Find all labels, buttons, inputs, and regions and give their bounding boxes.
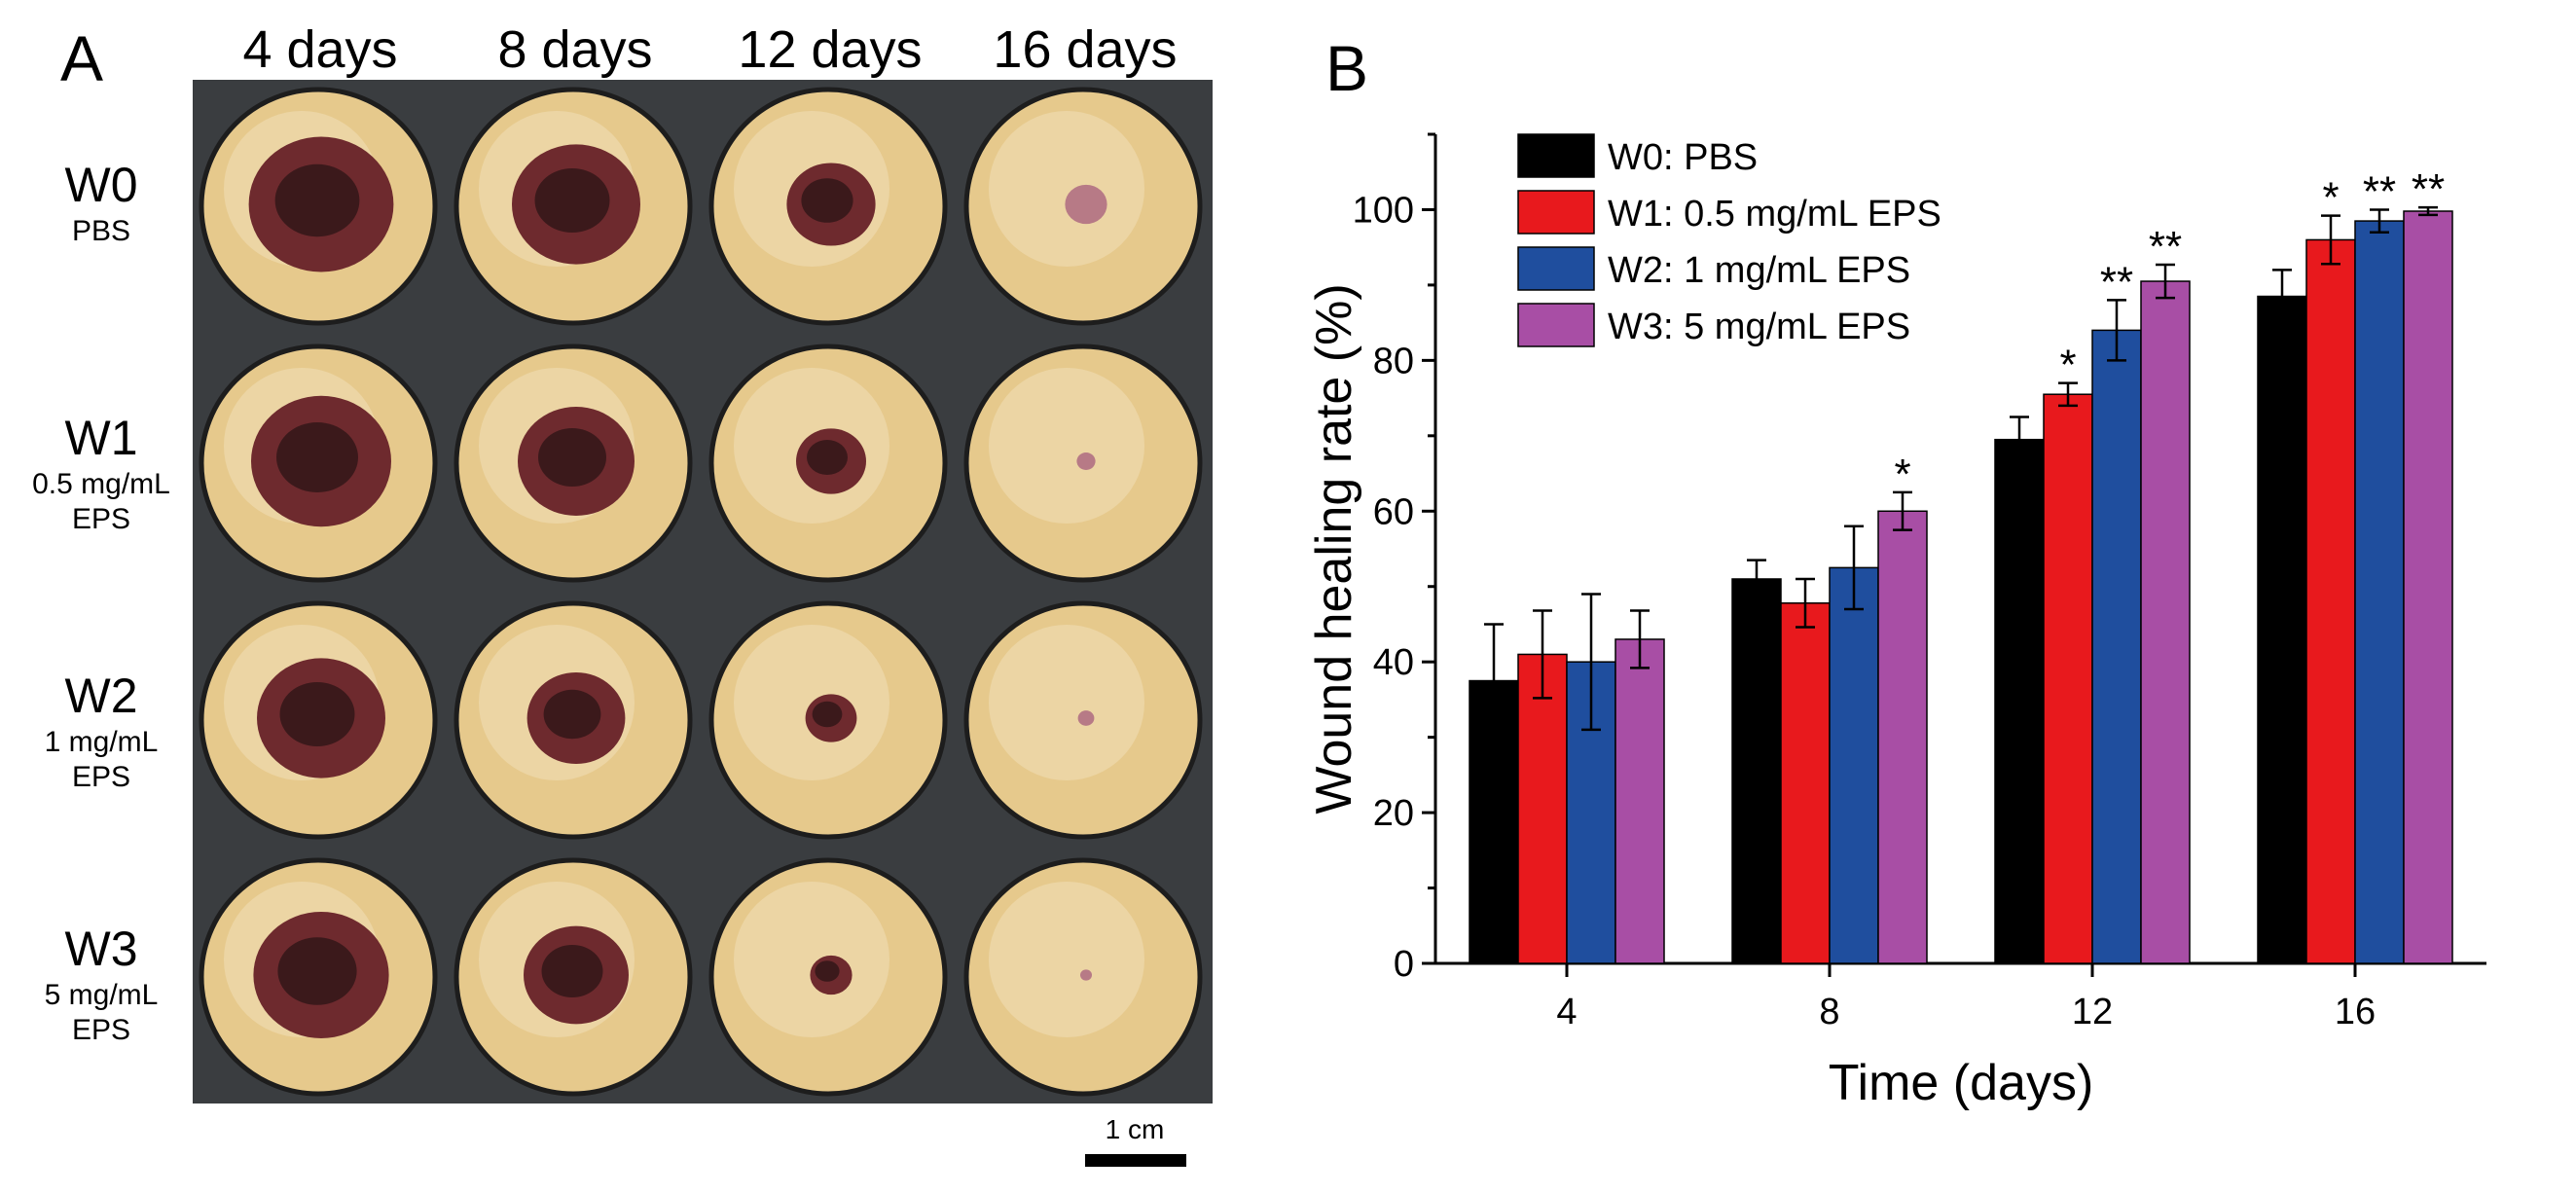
bar [2140,280,2191,964]
column-header-12-days: 12 days [738,20,923,79]
panel-a-label: A [60,22,104,94]
significance-mark: * [1894,451,1910,498]
wound-photo-w1-16-days [958,337,1209,589]
bar [1994,438,2045,964]
row-code: W0 [64,158,138,212]
row-label-w3: W3 5 mg/mL EPS [14,920,189,1048]
wound-photo-w0-4-days [193,80,444,332]
x-tick-label: 16 [2335,992,2376,1032]
wound-photo-w2-8-days [448,594,699,846]
legend-label: W0: PBS [1608,137,1758,178]
wound-photo-w2-16-days [958,594,1209,846]
legend-swatch [1517,190,1595,235]
x-tick-label: 12 [2072,992,2113,1032]
y-tick-label: 0 [1394,944,1414,985]
bar [1615,638,1665,964]
wound-photo-w1-12-days [703,337,954,589]
bar [1517,653,1568,964]
bar [2305,238,2356,964]
wound-photo-w3-8-days [448,850,699,1103]
wound-photo-w0-8-days [448,80,699,332]
row-treatment: 0.5 mg/mL [32,468,170,500]
row-label-w2: W2 1 mg/mL EPS [14,667,189,795]
wound-photo-w3-12-days [703,850,954,1103]
x-axis-title: Time (days) [1829,1055,2094,1111]
significance-mark: ** [2412,165,2445,213]
legend-label: W2: 1 mg/mL EPS [1608,250,1910,291]
row-label-w0: W0 PBS [14,156,189,249]
wound-photo-w3-4-days [193,850,444,1103]
significance-mark: ** [2100,258,2133,306]
wound-photo-w0-16-days [958,80,1209,332]
y-tick-label: 40 [1373,642,1414,683]
wound-photo-w2-12-days [703,594,954,846]
significance-mark: * [2059,342,2076,389]
legend-label: W3: 5 mg/mL EPS [1608,307,1910,347]
y-tick-label: 60 [1373,491,1414,532]
row-treatment: PBS [71,215,131,247]
bar [2257,295,2307,964]
significance-mark: ** [2363,167,2396,215]
scale-bar-label: 1 cm [1105,1114,1165,1144]
legend-swatch [1517,246,1595,291]
wound-photo-w1-4-days [193,337,444,589]
wound-photo-w0-12-days [703,80,954,332]
bar [2403,210,2453,964]
x-tick-label: 4 [1556,992,1577,1032]
bar [2091,329,2142,964]
scale-bar [1085,1154,1186,1167]
row-code: W2 [64,669,138,723]
y-tick-label: 80 [1373,341,1414,381]
legend-swatch [1517,133,1595,178]
row-treatment: EPS [71,503,131,535]
significance-mark: * [2322,174,2339,222]
legend-swatch [1517,303,1595,347]
significance-mark: ** [2149,223,2182,271]
row-treatment: 5 mg/mL [44,979,159,1011]
row-code: W3 [64,922,138,976]
wound-photo-grid [193,80,1213,1104]
bar [1780,602,1831,964]
y-tick-label: 20 [1373,793,1414,834]
wound-photo-w3-16-days [958,850,1209,1103]
column-header-16-days: 16 days [993,20,1178,79]
y-tick-label: 100 [1353,190,1414,231]
bar [1829,566,1879,964]
bar [2354,220,2405,964]
bar [1877,510,1928,964]
row-treatment: 1 mg/mL [44,726,159,758]
wound-photo-w1-8-days [448,337,699,589]
row-label-w1: W1 0.5 mg/mL EPS [14,409,189,537]
bar [2043,393,2093,964]
column-header-8-days: 8 days [497,20,653,79]
row-treatment: EPS [71,761,131,793]
legend-label: W1: 0.5 mg/mL EPS [1608,194,1941,235]
panel-b-label: B [1325,32,1369,104]
x-tick-label: 8 [1819,992,1839,1032]
column-header-4-days: 4 days [242,20,398,79]
row-treatment: EPS [71,1014,131,1046]
bar [1731,578,1782,964]
row-code: W1 [64,411,138,465]
wound-photo-w2-4-days [193,594,444,846]
y-axis-title: Wound healing rate (%) [1306,283,1362,814]
